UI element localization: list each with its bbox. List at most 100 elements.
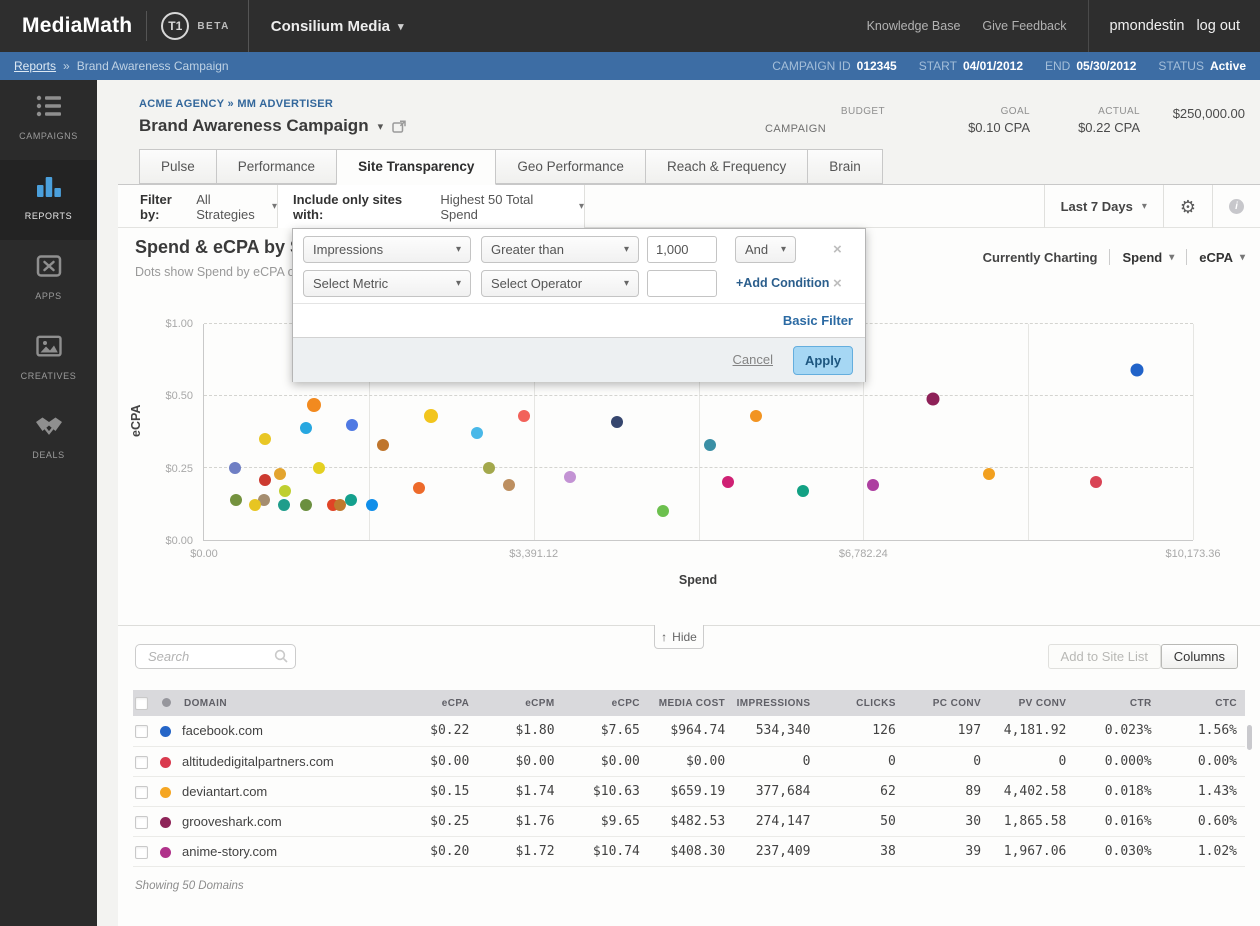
scatter-dot[interactable]: [423, 409, 438, 424]
scatter-dot[interactable]: [273, 467, 286, 480]
basic-filter-link[interactable]: Basic Filter: [782, 313, 853, 328]
scatter-dot[interactable]: [926, 392, 940, 406]
tab-geo-performance[interactable]: Geo Performance: [496, 149, 645, 184]
column-header-impressions[interactable]: IMPRESSIONS: [733, 690, 819, 716]
tab-site-transparency[interactable]: Site Transparency: [336, 149, 497, 185]
strategy-filter[interactable]: Filter by: All Strategies ▾: [118, 185, 277, 228]
date-range-selector[interactable]: Last 7 Days ▾: [1043, 185, 1163, 228]
columns-button[interactable]: Columns: [1160, 644, 1238, 669]
column-header-ctc[interactable]: CTC: [1159, 690, 1245, 716]
scatter-dot[interactable]: [312, 462, 325, 475]
settings-button[interactable]: ⚙: [1162, 185, 1212, 228]
operator-select[interactable]: Greater than ▾: [481, 236, 639, 263]
scatter-dot[interactable]: [656, 505, 669, 518]
column-header-pv-conv[interactable]: PV CONV: [989, 690, 1075, 716]
cancel-button[interactable]: Cancel: [732, 352, 773, 367]
sidebar-item-apps[interactable]: APPS: [0, 240, 97, 320]
scatter-dot[interactable]: [750, 410, 763, 423]
username[interactable]: pmondestin: [1109, 18, 1185, 34]
search-input[interactable]: [135, 644, 296, 669]
column-header-ecpa[interactable]: eCPA: [392, 690, 478, 716]
row-checkbox[interactable]: [135, 785, 148, 799]
scatter-dot[interactable]: [563, 470, 576, 483]
scatter-dot[interactable]: [334, 499, 347, 512]
sidebar-item-creatives[interactable]: CREATIVES: [0, 320, 97, 400]
scatter-dot[interactable]: [503, 479, 516, 492]
add-condition-link[interactable]: +Add Condition: [736, 276, 830, 290]
metric-select[interactable]: Impressions ▾: [303, 236, 471, 263]
metric-select[interactable]: Select Metric ▾: [303, 270, 471, 297]
column-header-media-cost[interactable]: MEDIA COST: [647, 690, 734, 716]
tab-brain[interactable]: Brain: [807, 149, 883, 184]
scrollbar-thumb[interactable]: [1247, 725, 1252, 750]
scatter-dot[interactable]: [412, 482, 425, 495]
scatter-dot[interactable]: [278, 485, 291, 498]
column-header-pc-conv[interactable]: PC CONV: [903, 690, 990, 716]
scatter-dot[interactable]: [1090, 476, 1103, 489]
reports-breadcrumb-link[interactable]: Reports: [14, 59, 57, 73]
scatter-dot[interactable]: [300, 499, 313, 512]
sidebar-item-deals[interactable]: DEALS: [0, 400, 97, 480]
column-header-ecpc[interactable]: eCPC: [562, 690, 648, 716]
scatter-dot[interactable]: [1130, 363, 1144, 377]
scatter-dot[interactable]: [517, 410, 530, 423]
sidebar-item-campaigns[interactable]: CAMPAIGNS: [0, 80, 97, 160]
open-in-window-icon[interactable]: [392, 119, 406, 133]
scatter-dot[interactable]: [344, 493, 357, 506]
knowledge-base-link[interactable]: Knowledge Base: [866, 19, 961, 33]
add-to-site-list-button[interactable]: Add to Site List: [1047, 644, 1161, 669]
y-metric-selector[interactable]: eCPA ▾: [1199, 250, 1245, 265]
scatter-dot[interactable]: [258, 493, 271, 506]
apply-button[interactable]: Apply: [793, 346, 853, 375]
sidebar-item-reports[interactable]: REPORTS: [0, 160, 97, 240]
scatter-dot[interactable]: [376, 438, 389, 451]
agency-breadcrumb-link[interactable]: ACME AGENCY » MM ADVERTISER: [139, 98, 334, 110]
scatter-dot[interactable]: [796, 485, 809, 498]
column-header-ecpm[interactable]: eCPM: [477, 690, 563, 716]
scatter-dot[interactable]: [300, 421, 313, 434]
org-selector[interactable]: Consilium Media ▾: [271, 18, 404, 35]
info-button[interactable]: i: [1212, 185, 1260, 228]
tab-performance[interactable]: Performance: [215, 149, 337, 184]
tab-pulse[interactable]: Pulse: [139, 149, 216, 184]
condition-value-input[interactable]: [647, 236, 717, 263]
x-metric-selector[interactable]: Spend ▾: [1122, 250, 1174, 265]
column-header-clicks[interactable]: CLICKS: [818, 690, 904, 716]
remove-condition-icon[interactable]: ×: [833, 275, 842, 292]
scatter-dot[interactable]: [259, 473, 272, 486]
scatter-dot[interactable]: [471, 427, 484, 440]
include-sites-value[interactable]: Highest 50 Total Spend: [440, 191, 534, 222]
include-sites-filter[interactable]: Include only sites with: Highest 50 Tota…: [277, 185, 585, 228]
select-all-checkbox[interactable]: [135, 696, 148, 710]
scatter-dot[interactable]: [345, 418, 358, 431]
scatter-dot[interactable]: [982, 467, 995, 480]
remove-condition-icon[interactable]: ×: [833, 241, 842, 258]
tab-reach-frequency[interactable]: Reach & Frequency: [644, 149, 808, 184]
hide-chart-button[interactable]: ↑ Hide: [654, 625, 704, 649]
condition-value-input[interactable]: [647, 270, 717, 297]
scatter-dot[interactable]: [259, 433, 272, 446]
scatter-dot[interactable]: [482, 462, 495, 475]
scatter-dot[interactable]: [229, 462, 242, 475]
join-operator-select[interactable]: And ▾: [735, 236, 796, 263]
scatter-dot[interactable]: [366, 499, 379, 512]
row-checkbox[interactable]: [135, 755, 148, 769]
operator-select[interactable]: Select Operator ▾: [481, 270, 639, 297]
row-checkbox[interactable]: [135, 845, 148, 859]
scatter-dot[interactable]: [306, 397, 321, 412]
column-header-ctr[interactable]: CTR: [1074, 690, 1160, 716]
scatter-dot[interactable]: [721, 476, 734, 489]
column-header-domain[interactable]: DOMAIN: [182, 690, 392, 716]
row-checkbox[interactable]: [135, 815, 148, 829]
scatter-dot[interactable]: [230, 493, 243, 506]
scatter-dot[interactable]: [611, 415, 624, 428]
strategy-filter-value[interactable]: All Strategies: [196, 191, 255, 222]
row-checkbox[interactable]: [135, 725, 148, 739]
scatter-dot[interactable]: [277, 499, 290, 512]
give-feedback-link[interactable]: Give Feedback: [982, 19, 1067, 33]
scatter-dot[interactable]: [703, 438, 716, 451]
scatter-dot[interactable]: [866, 479, 879, 492]
chevron-down-icon[interactable]: ▾: [377, 120, 384, 133]
logout-link[interactable]: log out: [1196, 18, 1240, 34]
scatter-dot[interactable]: [248, 499, 261, 512]
